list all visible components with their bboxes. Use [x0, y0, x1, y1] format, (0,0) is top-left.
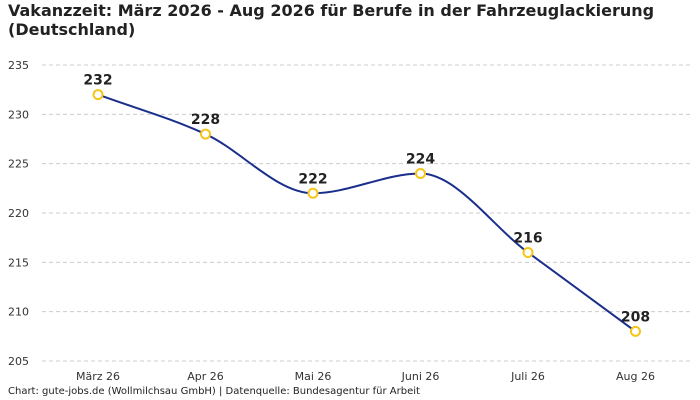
y-tick-label: 235	[8, 59, 29, 72]
data-label: 222	[298, 171, 327, 187]
y-tick-label: 225	[8, 158, 29, 171]
series-line	[97, 93, 637, 333]
x-tick-label: Juni 26	[401, 370, 440, 383]
x-tick-label: Apr 26	[187, 370, 224, 383]
data-label: 224	[406, 152, 435, 168]
x-tick-label: März 26	[76, 370, 120, 383]
data-point	[415, 168, 426, 180]
y-tick-label: 215	[8, 256, 29, 269]
data-labels: 232 228 222 224 216 208	[83, 73, 650, 326]
data-label: 232	[83, 73, 112, 89]
data-label: 216	[513, 230, 542, 246]
x-tick-label: Mai 26	[295, 370, 332, 383]
y-axis-ticks: 205 210 215 220 225 230 235	[8, 59, 29, 368]
data-markers	[92, 89, 641, 337]
x-tick-label: Aug 26	[616, 370, 655, 383]
data-point	[200, 128, 211, 140]
data-point	[522, 246, 534, 258]
data-label: 228	[191, 112, 220, 128]
grid-lines	[42, 64, 692, 362]
chart-title: Vakanzzeit: März 2026 - Aug 2026 für Ber…	[8, 1, 655, 39]
chart-footer: Chart: gute-jobs.de (Wollmilchsau GmbH) …	[8, 386, 420, 397]
data-point	[630, 325, 641, 337]
data-point	[307, 187, 319, 199]
x-axis-ticks: März 26 Apr 26 Mai 26 Juni 26 Juli 26 Aug 26	[76, 370, 655, 383]
y-tick-label: 205	[8, 355, 29, 368]
y-tick-label: 210	[8, 306, 29, 319]
data-point	[92, 89, 104, 101]
y-tick-label: 220	[8, 207, 29, 220]
y-tick-label: 230	[8, 108, 29, 121]
data-label: 208	[621, 309, 650, 325]
x-tick-label: Juli 26	[510, 370, 545, 383]
